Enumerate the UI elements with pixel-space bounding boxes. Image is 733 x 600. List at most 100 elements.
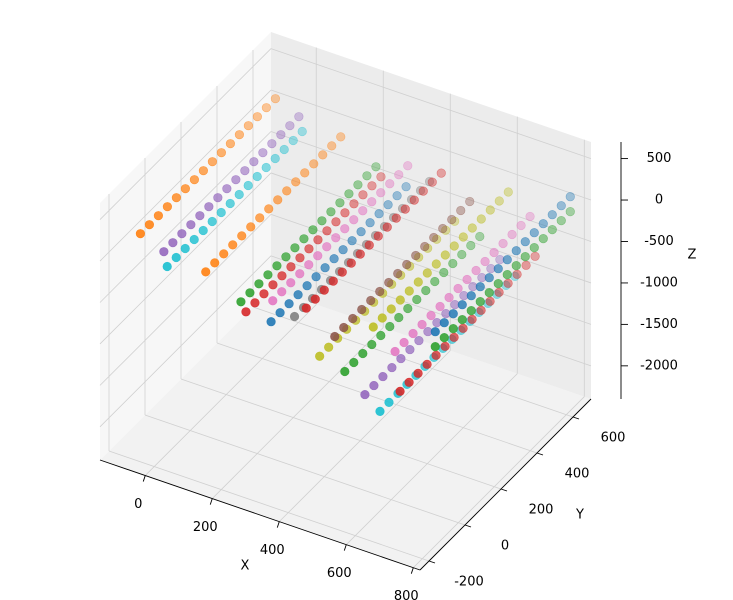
point bbox=[237, 231, 247, 241]
point bbox=[243, 180, 253, 191]
point bbox=[249, 157, 259, 167]
point bbox=[344, 189, 354, 199]
point bbox=[198, 166, 209, 176]
point bbox=[435, 301, 445, 312]
grid-line bbox=[144, 304, 317, 476]
point bbox=[311, 272, 321, 282]
point bbox=[458, 232, 468, 242]
point bbox=[275, 308, 285, 318]
point bbox=[565, 192, 575, 202]
point bbox=[456, 205, 466, 216]
point bbox=[304, 244, 314, 254]
point bbox=[405, 344, 415, 355]
point bbox=[565, 207, 575, 217]
point bbox=[349, 357, 359, 368]
point bbox=[448, 309, 458, 319]
z-axis-label: Z bbox=[688, 248, 697, 263]
grid-line bbox=[278, 350, 451, 522]
point bbox=[385, 179, 395, 189]
point bbox=[329, 254, 339, 264]
point bbox=[281, 252, 291, 262]
point bbox=[429, 232, 439, 243]
point bbox=[406, 194, 417, 205]
y-tick-label: -200 bbox=[454, 575, 484, 590]
point bbox=[153, 211, 164, 221]
point bbox=[225, 139, 236, 149]
point bbox=[414, 335, 424, 346]
z-tick-label: -500 bbox=[644, 234, 674, 249]
point bbox=[360, 389, 370, 400]
point bbox=[366, 295, 376, 306]
point bbox=[466, 240, 476, 251]
point bbox=[430, 327, 440, 337]
back-pane bbox=[271, 32, 591, 399]
point bbox=[264, 204, 274, 214]
x-axis-label: X bbox=[241, 559, 250, 574]
point bbox=[243, 121, 254, 131]
point bbox=[439, 267, 449, 278]
point bbox=[421, 285, 431, 296]
tick-mark bbox=[572, 416, 580, 420]
point bbox=[375, 406, 385, 416]
z-tick-label: 500 bbox=[647, 151, 672, 166]
point bbox=[236, 297, 246, 307]
point bbox=[339, 322, 349, 333]
y-axis-line bbox=[419, 398, 592, 571]
point bbox=[376, 172, 386, 182]
point bbox=[494, 287, 504, 297]
point bbox=[349, 199, 359, 209]
tick-mark bbox=[142, 475, 146, 482]
point bbox=[189, 175, 200, 185]
point bbox=[467, 314, 477, 324]
point bbox=[444, 292, 454, 303]
point bbox=[383, 200, 393, 210]
point bbox=[279, 144, 289, 155]
point bbox=[386, 304, 396, 314]
point bbox=[409, 195, 419, 205]
point bbox=[418, 186, 428, 196]
point bbox=[392, 191, 402, 201]
point bbox=[288, 135, 298, 146]
point bbox=[177, 229, 187, 239]
point bbox=[485, 205, 495, 215]
point bbox=[159, 247, 169, 257]
point bbox=[556, 201, 566, 211]
point bbox=[424, 176, 435, 187]
point bbox=[503, 187, 513, 197]
point bbox=[384, 397, 394, 407]
point bbox=[365, 218, 375, 228]
point bbox=[367, 197, 377, 207]
point bbox=[399, 337, 409, 348]
point bbox=[291, 177, 301, 187]
point bbox=[362, 171, 372, 181]
point bbox=[261, 162, 271, 173]
point bbox=[484, 288, 494, 298]
tick-mark bbox=[343, 544, 347, 551]
point bbox=[403, 303, 413, 314]
point bbox=[521, 260, 531, 270]
point bbox=[520, 252, 530, 262]
point bbox=[502, 270, 512, 280]
point bbox=[294, 112, 304, 122]
point bbox=[465, 196, 475, 207]
point bbox=[449, 332, 459, 342]
point bbox=[313, 235, 323, 245]
grid-line bbox=[99, 255, 272, 428]
point bbox=[384, 277, 394, 288]
point bbox=[216, 207, 226, 218]
point bbox=[377, 313, 387, 323]
point bbox=[337, 267, 347, 277]
point bbox=[475, 297, 485, 307]
grid-line bbox=[99, 172, 272, 345]
point bbox=[358, 206, 368, 216]
grid-line bbox=[270, 89, 592, 201]
x-axis-line bbox=[99, 459, 421, 571]
point bbox=[180, 184, 191, 194]
point bbox=[331, 233, 341, 243]
grid-line bbox=[270, 131, 592, 242]
point bbox=[198, 225, 208, 236]
point bbox=[378, 371, 388, 382]
point bbox=[270, 94, 281, 104]
point bbox=[162, 202, 173, 212]
point bbox=[462, 274, 472, 285]
